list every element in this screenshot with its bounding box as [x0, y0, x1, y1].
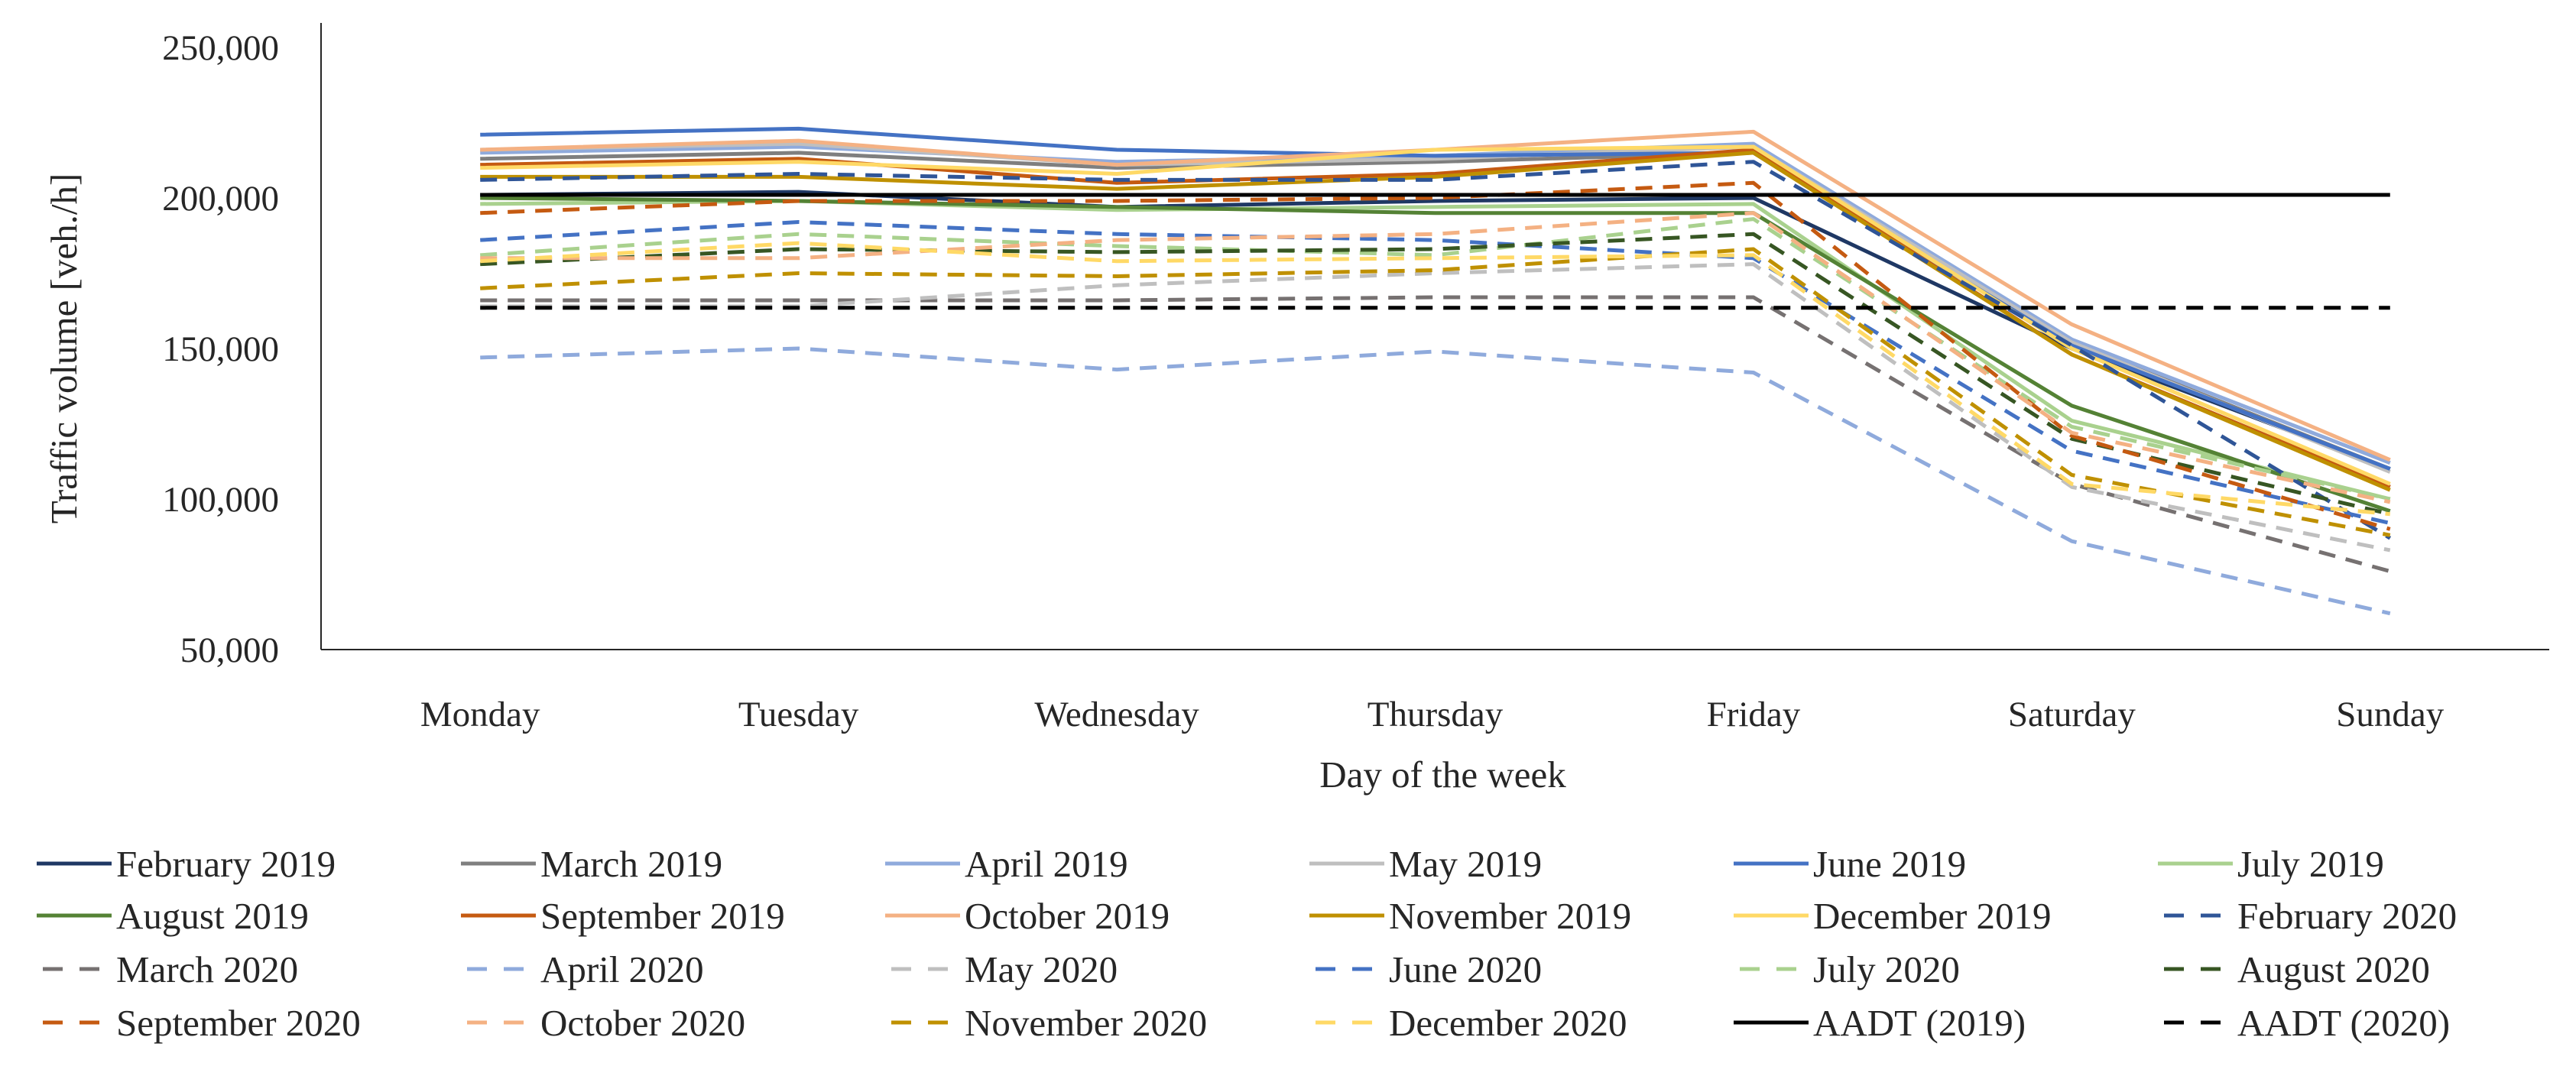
series-line-may-2019 [480, 141, 2391, 474]
legend-label-march-2019: March 2019 [540, 843, 722, 885]
legend-label-february-2019: February 2019 [116, 843, 336, 885]
legend-label-december-2020: December 2020 [1389, 1002, 1627, 1044]
legend-label-aadt-2019: AADT (2019) [1813, 1002, 2026, 1044]
series-lines [480, 126, 2392, 616]
series-line-february-2020 [480, 160, 2392, 540]
legend-label-december-2019: December 2019 [1813, 895, 2052, 937]
legend-label-july-2020: July 2020 [1813, 948, 1960, 990]
series-line-july-2020 [480, 217, 2391, 501]
legend-label-october-2020: October 2020 [540, 1002, 745, 1044]
legend-label-july-2019: July 2019 [2237, 843, 2384, 885]
series-line-august-2020 [480, 232, 2391, 517]
legend: February 2019 March 2019 April 2019 May 201… [37, 843, 2457, 1044]
series-line-june-2020 [480, 220, 2391, 525]
legend-label-november-2019: November 2019 [1389, 895, 1631, 937]
legend-label-april-2020: April 2020 [540, 948, 704, 990]
y-tick-label: 50,000 [180, 630, 279, 670]
series-line-october-2019 [480, 129, 2391, 462]
x-tick-label: Sunday [2336, 695, 2445, 734]
legend-label-october-2019: October 2019 [965, 895, 1170, 937]
x-tick-label: Tuesday [738, 695, 859, 734]
x-tick-label: Monday [420, 695, 540, 734]
y-tick-label: 200,000 [162, 179, 279, 219]
axes: 50,000 100,000 150,000 200,000 250,000 Monday… [43, 23, 2549, 796]
y-tick-label: 250,000 [162, 28, 279, 68]
legend-label-august-2020: August 2020 [2237, 948, 2430, 990]
y-axis-title: Traffic volume [veh./h] [43, 173, 85, 524]
legend-label-june-2020: June 2020 [1389, 948, 1542, 990]
legend-label-august-2019: August 2019 [116, 895, 309, 937]
legend-label-march-2020: March 2020 [116, 948, 298, 990]
legend-label-june-2019: June 2019 [1813, 843, 1966, 885]
series-line-november-2020 [480, 247, 2391, 537]
series-line-december-2019 [480, 144, 2391, 486]
y-tick-label: 150,000 [162, 329, 279, 369]
x-tick-label: Friday [1707, 695, 1801, 734]
legend-label-september-2020: September 2020 [116, 1002, 361, 1044]
legend-label-february-2020: February 2020 [2237, 895, 2457, 937]
legend-label-april-2019: April 2019 [965, 843, 1128, 885]
y-tick-label: 100,000 [162, 480, 279, 520]
series-line-october-2020 [480, 211, 2391, 504]
series-line-december-2020 [480, 241, 2391, 517]
series-line-april-2020 [480, 346, 2391, 616]
x-axis-title: Day of the week [1319, 754, 1566, 796]
legend-label-may-2019: May 2019 [1389, 843, 1542, 885]
series-line-march-2020 [480, 295, 2391, 573]
x-tick-label: Saturday [2008, 695, 2136, 734]
series-line-june-2019 [480, 126, 2391, 471]
x-tick-label: Wednesday [1034, 695, 1199, 734]
series-line-november-2019 [480, 151, 2391, 492]
legend-label-may-2020: May 2020 [965, 948, 1118, 990]
x-tick-label: Thursday [1367, 695, 1504, 734]
series-line-september-2020 [480, 180, 2391, 531]
legend-label-september-2019: September 2019 [540, 895, 785, 937]
legend-label-aadt-2020: AADT (2020) [2237, 1002, 2450, 1044]
legend-label-november-2020: November 2020 [965, 1002, 1207, 1044]
